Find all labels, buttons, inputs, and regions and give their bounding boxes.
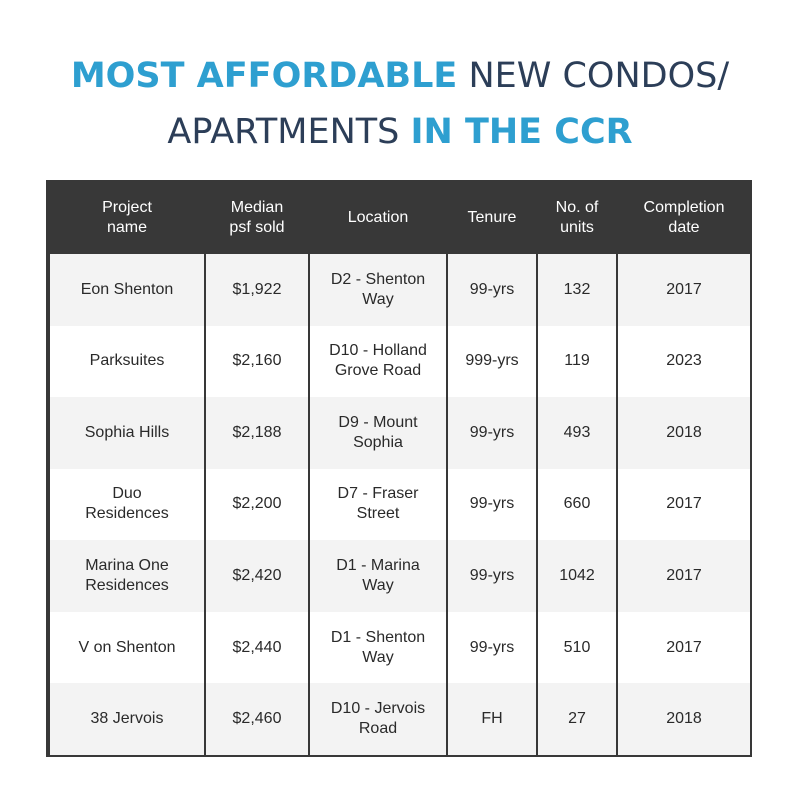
cell-units: 27: [536, 683, 618, 755]
cell-tenure: 99-yrs: [446, 468, 538, 541]
cell-location: D10 - Jervois Road: [308, 683, 448, 755]
cell-project-name: Duo Residences: [48, 468, 206, 541]
data-table: Project name Median psf sold Location Te…: [48, 182, 752, 755]
title-highlight-2: IN THE CCR: [410, 112, 633, 152]
cell-tenure: 99-yrs: [446, 611, 538, 684]
cell-completion: 2017: [616, 468, 752, 541]
title-text-2: APARTMENTS: [167, 112, 411, 152]
cell-median-psf: $2,160: [204, 325, 310, 398]
cell-tenure: 99-yrs: [446, 397, 538, 469]
header-median-psf: Median psf sold: [204, 182, 310, 254]
table-row: Marina One Residences $2,420 D1 - Marina W…: [48, 540, 752, 612]
page-title: MOST AFFORDABLE NEW CONDOS/ APARTMENTS I…: [0, 48, 800, 160]
title-line-2: APARTMENTS IN THE CCR: [0, 104, 800, 160]
cell-location: D7 - Fraser Street: [308, 468, 448, 541]
cell-location: D1 - Marina Way: [308, 540, 448, 612]
table-row: V on Shenton $2,440 D1 - Shenton Way 99-yrs…: [48, 611, 752, 684]
cell-completion: 2017: [616, 540, 752, 612]
cell-completion: 2018: [616, 397, 752, 469]
cell-completion: 2018: [616, 683, 752, 755]
cell-median-psf: $2,420: [204, 540, 310, 612]
header-tenure: Tenure: [446, 182, 538, 254]
cell-project-name: Marina One Residences: [48, 540, 206, 612]
cell-units: 493: [536, 397, 618, 469]
table-row: Eon Shenton $1,922 D2 - Shenton Way 99-yrs 1…: [48, 254, 752, 326]
header-location: Location: [308, 182, 448, 254]
cell-project-name: Eon Shenton: [48, 254, 206, 326]
cell-median-psf: $2,188: [204, 397, 310, 469]
condo-table: Project name Median psf sold Location Te…: [46, 180, 752, 757]
table-row: Duo Residences $2,200 D7 - Fraser Street 99…: [48, 468, 752, 541]
cell-location: D10 - Holland Grove Road: [308, 325, 448, 398]
title-text-1: NEW CONDOS/: [457, 56, 730, 96]
cell-median-psf: $2,440: [204, 611, 310, 684]
cell-tenure: 999-yrs: [446, 325, 538, 398]
cell-location: D9 - Mount Sophia: [308, 397, 448, 469]
cell-median-psf: $2,460: [204, 683, 310, 755]
cell-units: 510: [536, 611, 618, 684]
table-body: Eon Shenton $1,922 D2 - Shenton Way 99-yrs 1…: [48, 254, 752, 755]
cell-tenure: 99-yrs: [446, 254, 538, 326]
title-line-1: MOST AFFORDABLE NEW CONDOS/: [0, 48, 800, 104]
cell-location: D1 - Shenton Way: [308, 611, 448, 684]
cell-completion: 2017: [616, 254, 752, 326]
cell-project-name: V on Shenton: [48, 611, 206, 684]
header-completion: Completion date: [616, 182, 752, 254]
header-project-name: Project name: [48, 182, 206, 254]
cell-project-name: Sophia Hills: [48, 397, 206, 469]
table-row: Parksuites $2,160 D10 - Holland Grove Road…: [48, 325, 752, 398]
cell-project-name: Parksuites: [48, 325, 206, 398]
header-units: No. of units: [536, 182, 618, 254]
table-row: Sophia Hills $2,188 D9 - Mount Sophia 99-yr…: [48, 397, 752, 469]
cell-tenure: 99-yrs: [446, 540, 538, 612]
cell-project-name: 38 Jervois: [48, 683, 206, 755]
cell-median-psf: $1,922: [204, 254, 310, 326]
table-row: 38 Jervois $2,460 D10 - Jervois Road FH 27 20…: [48, 683, 752, 755]
cell-median-psf: $2,200: [204, 468, 310, 541]
table-header: Project name Median psf sold Location Te…: [48, 182, 752, 254]
cell-tenure: FH: [446, 683, 538, 755]
cell-units: 660: [536, 468, 618, 541]
cell-units: 1042: [536, 540, 618, 612]
cell-location: D2 - Shenton Way: [308, 254, 448, 326]
header-row: Project name Median psf sold Location Te…: [48, 182, 752, 254]
cell-units: 119: [536, 325, 618, 398]
cell-completion: 2017: [616, 611, 752, 684]
cell-units: 132: [536, 254, 618, 326]
cell-completion: 2023: [616, 325, 752, 398]
title-highlight-1: MOST AFFORDABLE: [70, 56, 458, 96]
